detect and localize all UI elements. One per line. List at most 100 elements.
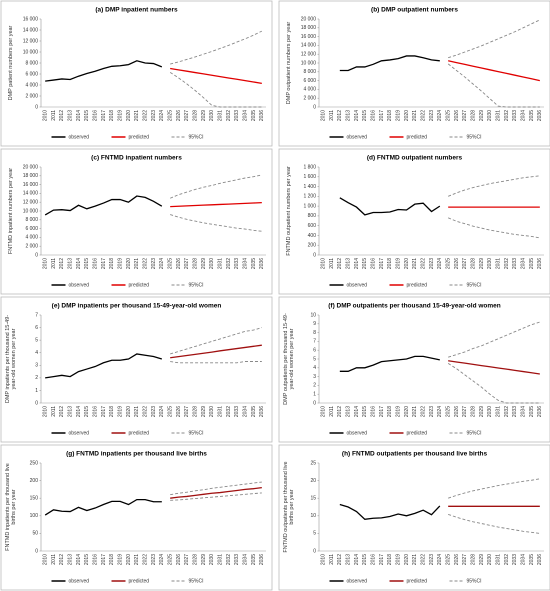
y-tick-label: 1 600: [303, 174, 316, 180]
x-tick-label: 2029: [479, 258, 485, 269]
series-line-lower: [169, 71, 262, 108]
x-tick-label: 2019: [395, 110, 401, 121]
x-tick-label: 2021: [134, 258, 140, 269]
x-tick-label: 2028: [470, 258, 476, 269]
x-tick-label: 2013: [67, 406, 73, 417]
y-axis-label: FNTMD outpatient numbers per year: [285, 166, 292, 256]
x-tick-label: 2012: [59, 258, 65, 269]
x-tick-label: 2016: [370, 258, 376, 269]
x-tick-label: 2032: [504, 406, 510, 417]
panel-border: [0, 296, 273, 443]
x-tick-label: 2017: [101, 110, 107, 121]
y-tick-label: 16 000: [23, 16, 39, 22]
x-tick-label: 2024: [437, 554, 443, 565]
x-tick-label: 2024: [437, 258, 443, 269]
legend-label: 95%CI: [467, 134, 482, 140]
legend-label: predicted: [129, 282, 150, 288]
chart-title: (h) FNTMD outpatients per thousand live …: [342, 451, 488, 458]
y-tick-label: 1 000: [303, 203, 316, 209]
x-tick-label: 2029: [201, 554, 207, 565]
x-tick-label: 2028: [470, 554, 476, 565]
y-axis-label: DMP outpatients per thousand 15-49-year-…: [282, 313, 296, 405]
x-tick-label: 2027: [184, 406, 190, 417]
legend-label: 95%CI: [189, 282, 204, 288]
x-tick-label: 2015: [362, 554, 368, 565]
x-tick-label: 2027: [184, 554, 190, 565]
x-tick-label: 2017: [101, 258, 107, 269]
x-tick-label: 2014: [76, 110, 82, 121]
x-tick-label: 2034: [242, 406, 248, 417]
x-tick-label: 2033: [512, 406, 518, 417]
legend-label: 95%CI: [467, 578, 482, 584]
x-tick-label: 2015: [362, 406, 368, 417]
x-tick-label: 2033: [234, 110, 240, 121]
panel-border: [278, 148, 550, 295]
x-tick-label: 2020: [404, 110, 410, 121]
chart-title: (c) FNTMD inpatient numbers: [91, 155, 182, 162]
x-tick-label: 2014: [354, 258, 360, 269]
x-tick-label: 2016: [370, 406, 376, 417]
y-tick-label: 0: [35, 252, 38, 258]
x-tick-label: 2035: [529, 110, 535, 121]
x-tick-label: 2030: [209, 406, 215, 417]
series-line: [45, 353, 163, 379]
x-tick-label: 2026: [176, 554, 182, 565]
x-tick-label: 2029: [479, 554, 485, 565]
x-tick-label: 2015: [84, 406, 90, 417]
x-tick-label: 2014: [76, 406, 82, 417]
x-tick-label: 2024: [159, 258, 165, 269]
y-tick-label: 4 000: [25, 235, 38, 241]
legend-label: observed: [347, 578, 368, 584]
x-tick-label: 2016: [92, 110, 98, 121]
x-tick-label: 2019: [395, 554, 401, 565]
legend-label: observed: [69, 134, 90, 140]
legend-label: observed: [69, 578, 90, 584]
x-tick-label: 2026: [454, 554, 460, 565]
x-tick-label: 2025: [167, 554, 173, 565]
x-tick-label: 2012: [337, 110, 343, 121]
y-tick-label: 2 000: [25, 244, 38, 250]
x-tick-label: 2031: [495, 554, 501, 565]
y-tick-label: 16 000: [301, 34, 317, 40]
x-tick-label: 2034: [520, 258, 526, 269]
x-tick-label: 2016: [92, 258, 98, 269]
x-tick-label: 2027: [184, 258, 190, 269]
x-tick-label: 2027: [462, 554, 468, 565]
x-tick-label: 2010: [320, 406, 326, 417]
series-line: [448, 321, 540, 358]
x-tick-label: 2023: [429, 258, 435, 269]
y-tick-label: 8 000: [25, 217, 38, 223]
series-line: [44, 195, 163, 216]
x-tick-label: 2017: [379, 258, 385, 269]
x-tick-label: 2020: [126, 406, 132, 417]
x-tick-label: 2028: [192, 554, 198, 565]
y-tick-label: 10: [310, 312, 316, 318]
x-tick-label: 2028: [192, 110, 198, 121]
x-tick-label: 2013: [67, 110, 73, 121]
x-tick-label: 2031: [495, 258, 501, 269]
x-tick-label: 2011: [51, 406, 57, 417]
series-line: [170, 327, 262, 355]
x-tick-label: 2013: [345, 110, 351, 121]
legend-label: 95%CI: [189, 578, 204, 584]
y-tick-label: 2 000: [25, 93, 38, 99]
y-axis-label: FNTMD outpatients per thousand live birt…: [282, 461, 296, 553]
series-line: [170, 67, 262, 84]
x-tick-label: 2012: [59, 406, 65, 417]
x-tick-label: 2026: [176, 110, 182, 121]
x-tick-label: 2036: [259, 406, 265, 417]
y-tick-label: 7: [313, 339, 316, 345]
x-tick-label: 2029: [201, 406, 207, 417]
x-tick-label: 2024: [437, 406, 443, 417]
x-tick-label: 2020: [126, 110, 132, 121]
x-tick-label: 2015: [84, 554, 90, 565]
x-tick-label: 2016: [370, 110, 376, 121]
series-line: [170, 344, 262, 359]
y-tick-label: 12 000: [301, 52, 317, 58]
series-line: [169, 174, 262, 199]
chart-title: (e) DMP inpatients per thousand 15-49-ye…: [52, 303, 222, 310]
y-tick-label: 18 000: [23, 173, 39, 179]
x-tick-label: 2027: [462, 110, 468, 121]
x-tick-label: 2028: [192, 258, 198, 269]
